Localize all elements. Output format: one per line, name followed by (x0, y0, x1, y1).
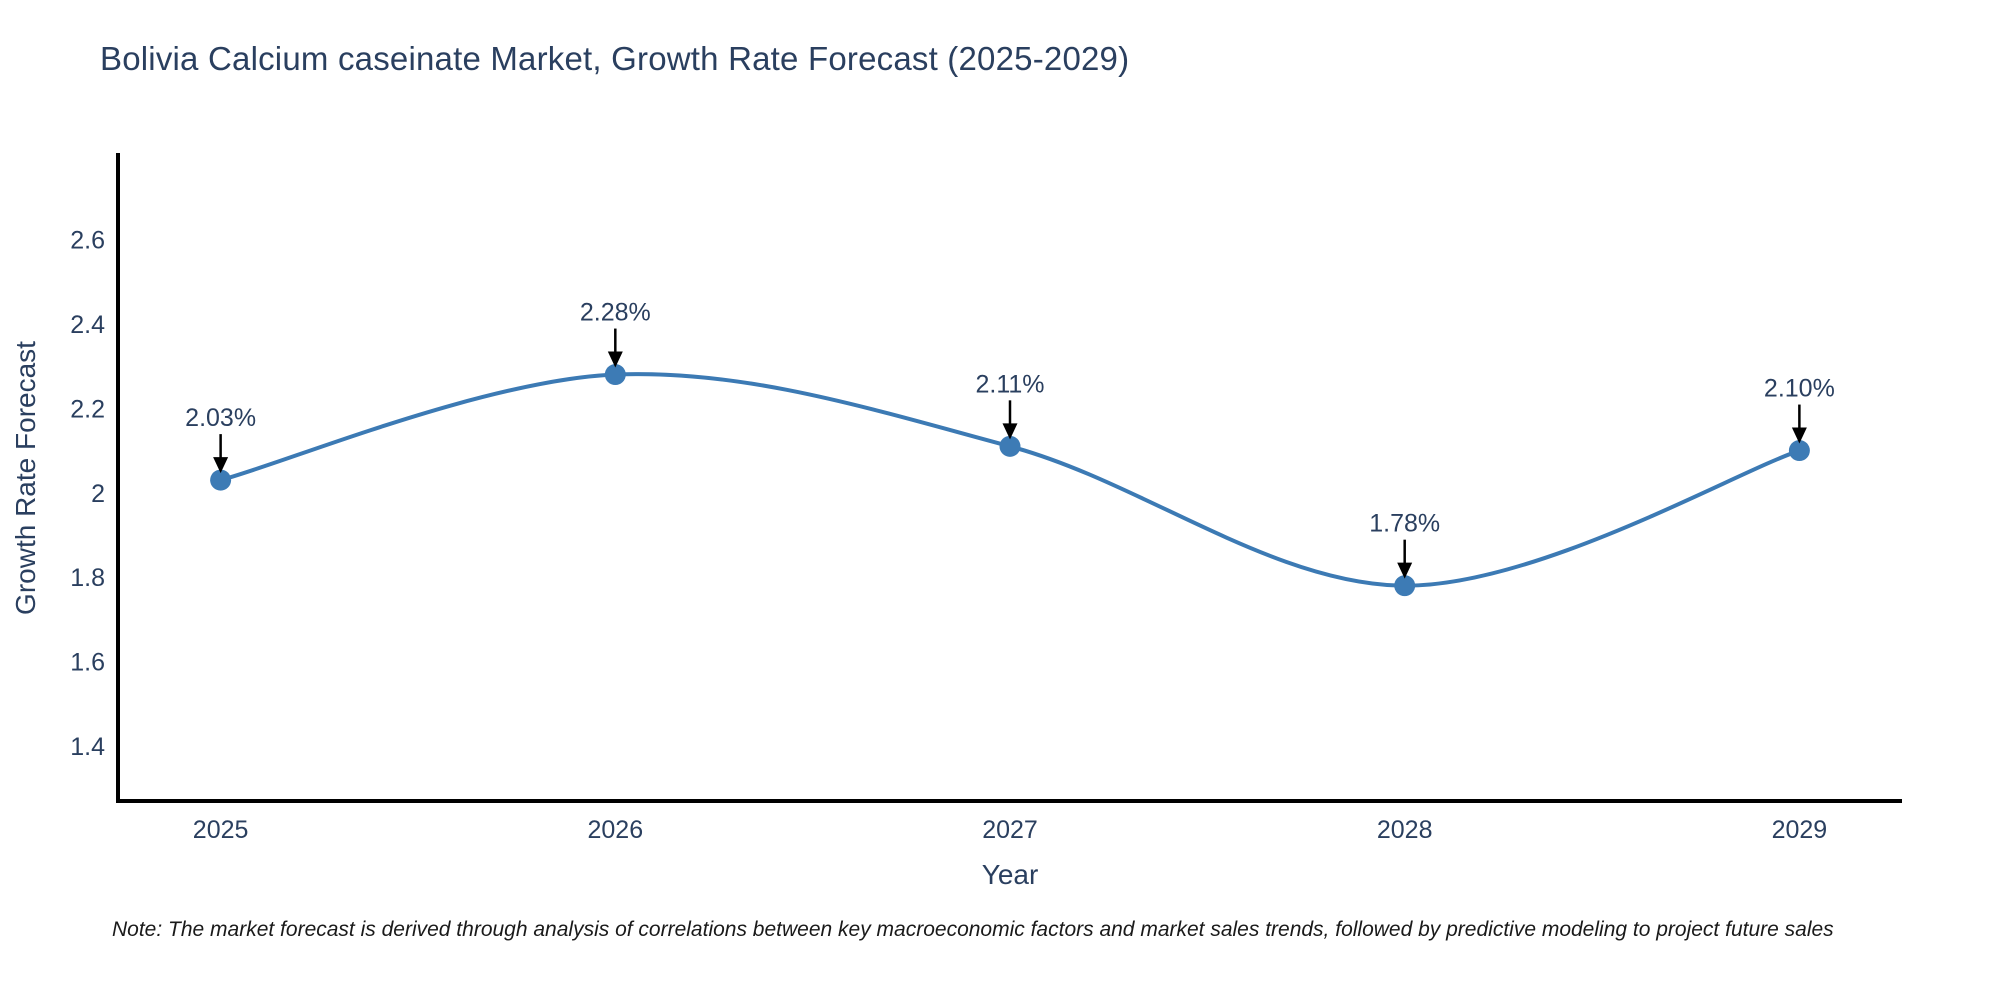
annotation-label: 2.28% (580, 299, 651, 327)
x-tick-label: 2027 (982, 816, 1038, 844)
data-point-marker (999, 435, 1021, 457)
y-tick-label: 2.2 (70, 395, 105, 423)
x-tick-label: 2025 (193, 816, 249, 844)
annotation-arrowhead (1397, 562, 1413, 579)
data-point-marker (210, 469, 232, 491)
y-tick-label: 1.4 (70, 733, 105, 761)
y-tick-label: 1.6 (70, 649, 105, 677)
y-tick-label: 2.6 (70, 226, 105, 254)
annotation-label: 2.03% (185, 404, 256, 432)
data-point-marker (1394, 575, 1416, 597)
annotation-label: 2.11% (975, 370, 1044, 398)
annotation-arrowhead (1791, 427, 1807, 444)
y-tick-label: 2.4 (70, 311, 105, 339)
chart-title: Bolivia Calcium caseinate Market, Growth… (100, 40, 1130, 77)
annotation-arrowhead (213, 457, 229, 474)
x-tick-label: 2028 (1377, 816, 1433, 844)
x-tick-label: 2026 (587, 816, 643, 844)
data-point-marker (1788, 440, 1810, 462)
y-tick-label: 1.8 (70, 564, 105, 592)
x-axis-title: Year (981, 859, 1039, 890)
annotation-arrowhead (607, 351, 623, 368)
annotation-arrowhead (1002, 423, 1018, 440)
footnote: Note: The market forecast is derived thr… (112, 918, 1834, 941)
annotation-label: 2.10% (1764, 375, 1835, 403)
data-point-marker (604, 364, 626, 386)
y-tick-label: 2 (91, 480, 105, 508)
x-tick-label: 2029 (1772, 816, 1828, 844)
annotation-label: 1.78% (1369, 510, 1440, 538)
